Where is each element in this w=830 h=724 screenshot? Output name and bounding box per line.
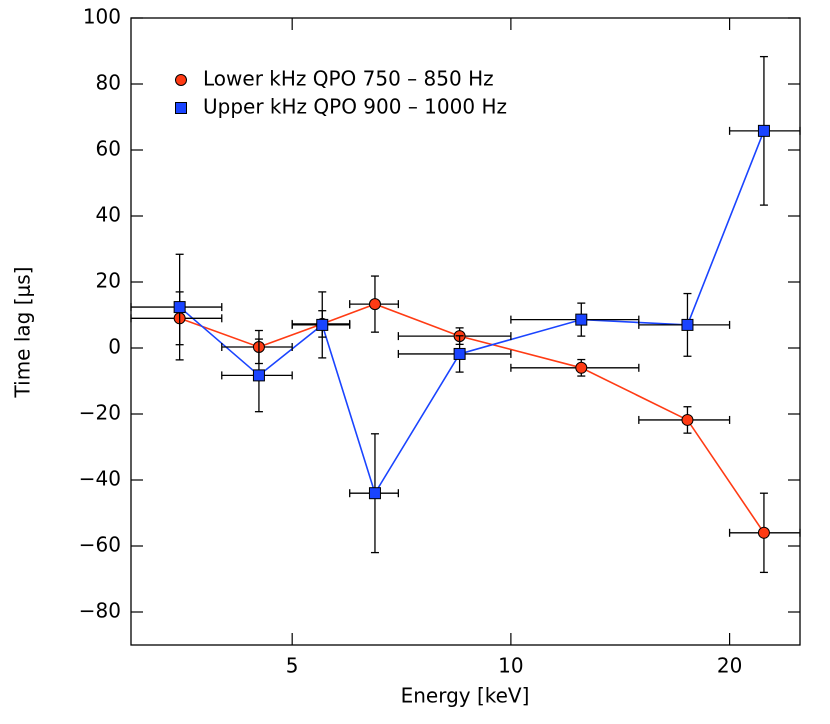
legend-marker — [175, 74, 187, 86]
data-point — [757, 526, 770, 539]
y-tick-label: −20 — [79, 401, 121, 425]
plot-frame — [130, 17, 801, 646]
x-tick-label: 10 — [498, 654, 523, 678]
y-tick-label: −80 — [79, 599, 121, 623]
data-point — [757, 124, 770, 137]
series-line — [179, 130, 765, 496]
x-tick-label: 20 — [717, 654, 742, 678]
data-point — [575, 313, 588, 326]
y-tick-label: −40 — [79, 467, 121, 491]
y-tick-label: 80 — [96, 71, 121, 95]
legend-label: Lower kHz QPO 750 – 850 Hz — [203, 67, 494, 91]
data-point — [575, 361, 588, 374]
legend-label: Upper kHz QPO 900 – 1000 Hz — [203, 95, 507, 119]
series-line — [179, 303, 765, 534]
x-axis-label: Energy [keV] — [401, 684, 530, 708]
y-tick-label: 0 — [108, 335, 121, 359]
y-tick-label: 20 — [96, 269, 121, 293]
data-point — [173, 301, 186, 314]
data-point — [316, 318, 329, 331]
data-point — [252, 369, 265, 382]
data-point — [368, 298, 381, 311]
y-tick-label: 40 — [96, 203, 121, 227]
y-tick-label: −60 — [79, 533, 121, 557]
legend-marker — [175, 102, 187, 114]
y-axis-label: Time lag [μs] — [11, 267, 35, 399]
data-point — [681, 318, 694, 331]
data-point — [681, 413, 694, 426]
data-point — [453, 347, 466, 360]
y-tick-label: 100 — [83, 5, 121, 29]
data-point — [368, 487, 381, 500]
y-tick-label: 60 — [96, 137, 121, 161]
x-tick-label: 5 — [286, 654, 299, 678]
